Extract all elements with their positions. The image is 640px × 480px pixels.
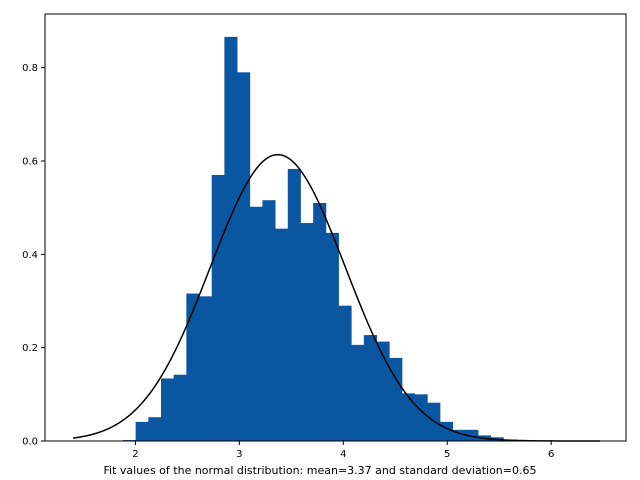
histogram-bar <box>249 206 263 441</box>
x-tick-label: 4 <box>340 449 346 460</box>
histogram-bar <box>224 36 238 442</box>
histogram-bar <box>186 293 200 441</box>
histogram-bar <box>173 374 187 441</box>
histogram-bar <box>135 421 149 441</box>
y-tick-label: 0.2 <box>22 343 38 354</box>
histogram-bar <box>338 305 352 441</box>
histogram-bar <box>452 429 466 441</box>
x-axis: 2 3 4 5 6 <box>132 441 554 460</box>
histogram-bar <box>211 175 225 441</box>
histogram-bar <box>313 203 327 441</box>
histogram-bar <box>376 341 390 441</box>
x-tick-label: 3 <box>236 449 242 460</box>
x-tick-label: 5 <box>444 449 450 460</box>
x-tick-label: 2 <box>132 449 138 460</box>
histogram-bar <box>275 228 289 441</box>
y-tick-label: 0.8 <box>22 63 38 74</box>
histogram-bar <box>439 421 454 441</box>
histogram-bar <box>389 357 403 441</box>
histogram-bar <box>199 296 213 441</box>
histogram-bar <box>300 223 314 441</box>
histogram-bar <box>401 393 415 441</box>
y-tick-label: 0.6 <box>22 157 38 168</box>
fit-caption: Fit values of the normal distribution: m… <box>104 464 537 477</box>
histogram-bar <box>414 394 428 441</box>
histogram-bar <box>237 72 251 441</box>
y-axis: 0.0 0.2 0.4 0.6 0.8 <box>22 63 45 448</box>
histogram-bar <box>363 335 377 441</box>
x-tick-label: 6 <box>548 449 554 460</box>
histogram-bar <box>351 344 365 441</box>
histogram-bar <box>148 417 162 441</box>
histogram-bar <box>160 378 175 441</box>
plot-frame <box>44 13 627 442</box>
y-tick-label: 0.0 <box>22 437 38 448</box>
y-tick-label: 0.4 <box>22 250 38 261</box>
histogram-bar <box>465 429 479 441</box>
histogram-bar <box>262 200 276 441</box>
histogram-bars <box>122 36 555 442</box>
histogram-bar <box>287 168 301 441</box>
histogram-bar <box>325 232 339 441</box>
normal-fit-line <box>72 153 601 442</box>
